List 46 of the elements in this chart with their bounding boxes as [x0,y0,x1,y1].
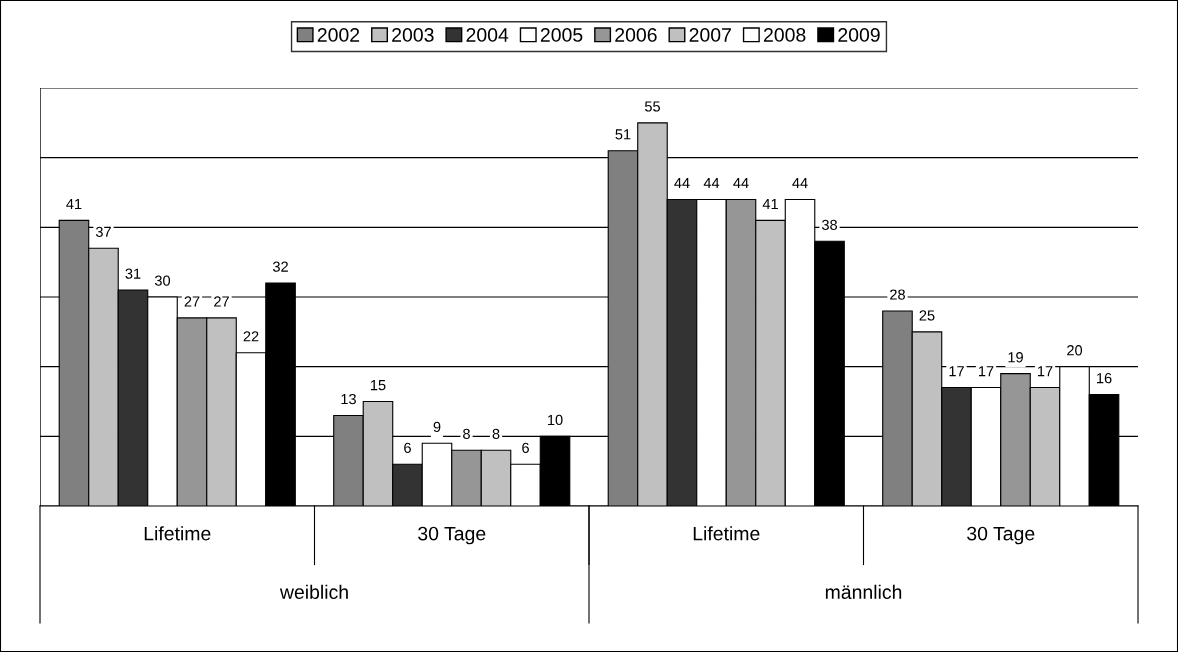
data-label: 51 [615,129,631,140]
text: männlich [825,584,902,599]
data-label: 32 [272,261,288,272]
x-tick-label: 30 Tage [967,526,1035,545]
text: weiblich [279,584,348,599]
data-label: 22 [243,331,259,342]
x-tick-label: 30 Tage [418,526,486,545]
data-label: 9 [433,421,441,433]
data-label: 6 [404,442,411,453]
data-label: 37 [95,226,111,238]
data-label: 20 [1067,345,1083,356]
data-label: 15 [370,380,386,391]
legend-label: 2009 [838,28,880,42]
legend-label: 2003 [392,28,434,42]
data-label: 17 [949,366,964,377]
data-label: 10 [548,414,563,426]
data-label: 19 [1008,352,1023,363]
legend-label: 2005 [540,28,583,42]
data-label: 44 [674,178,690,189]
x-tick-label: Lifetime [144,526,211,541]
data-label: 28 [890,289,905,300]
legend-label: 2006 [615,28,657,42]
legend-label: 2008 [763,28,806,42]
data-label: 17 [1038,366,1053,377]
data-label: 13 [341,393,356,405]
data-label: 17 [979,366,994,377]
data-label: 30 [154,275,171,286]
data-label: 25 [919,310,935,321]
legend-label: 2004 [466,28,509,42]
data-label: 27 [214,296,229,307]
data-label: 8 [492,428,500,440]
data-label: 44 [703,178,720,189]
legend-label: 2007 [689,28,731,42]
data-label: 44 [733,178,749,189]
data-label: 6 [522,442,529,453]
data-label: 8 [463,428,470,440]
legend-label: 2002 [317,28,360,42]
data-label: 41 [66,198,82,210]
data-label: 16 [1097,372,1112,384]
x-tick-label: Lifetime [693,526,760,541]
data-label: 38 [821,219,838,231]
data-label: 31 [125,268,141,279]
data-label: 27 [184,296,200,307]
data-label: 41 [762,198,778,210]
data-label: 44 [792,178,808,189]
data-label: 55 [644,101,660,112]
